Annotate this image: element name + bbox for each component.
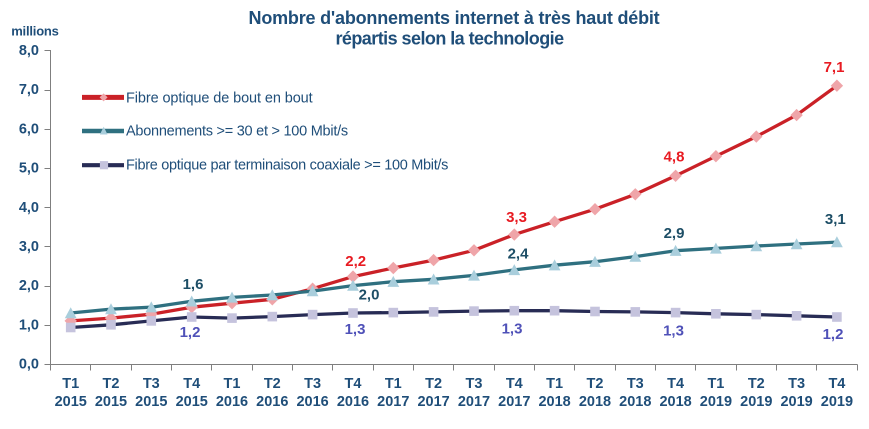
svg-text:4,8: 4,8 xyxy=(664,149,685,166)
svg-text:T4: T4 xyxy=(828,376,845,392)
svg-text:T1: T1 xyxy=(707,376,724,392)
svg-text:2018: 2018 xyxy=(659,394,691,410)
svg-text:2,4: 2,4 xyxy=(508,246,530,263)
svg-text:2019: 2019 xyxy=(821,394,853,410)
svg-text:T3: T3 xyxy=(466,376,483,392)
svg-text:T1: T1 xyxy=(224,376,241,392)
svg-text:1,2: 1,2 xyxy=(823,326,844,343)
svg-text:1,3: 1,3 xyxy=(663,323,684,340)
svg-text:T2: T2 xyxy=(103,376,120,392)
svg-text:1,0: 1,0 xyxy=(19,317,39,333)
svg-text:2,9: 2,9 xyxy=(664,225,685,242)
svg-text:2017: 2017 xyxy=(417,394,449,410)
svg-text:3,3: 3,3 xyxy=(506,209,527,226)
svg-text:T3: T3 xyxy=(627,376,644,392)
svg-text:Fibre optique de bout en bout: Fibre optique de bout en bout xyxy=(126,91,313,107)
svg-text:2016: 2016 xyxy=(216,394,248,410)
svg-text:6,0: 6,0 xyxy=(19,121,39,137)
svg-text:2017: 2017 xyxy=(377,394,409,410)
svg-text:2019: 2019 xyxy=(780,394,812,410)
svg-text:1,6: 1,6 xyxy=(183,276,204,293)
svg-text:T2: T2 xyxy=(587,376,604,392)
svg-text:2015: 2015 xyxy=(176,394,208,410)
svg-text:7,0: 7,0 xyxy=(19,82,39,98)
svg-text:7,1: 7,1 xyxy=(824,59,845,76)
svg-text:8,0: 8,0 xyxy=(19,43,39,59)
svg-text:Abonnements >= 30 et > 100 Mbi: Abonnements >= 30 et > 100 Mbit/s xyxy=(126,124,348,140)
svg-text:millions: millions xyxy=(11,23,59,38)
svg-text:4,0: 4,0 xyxy=(19,200,39,216)
svg-text:T1: T1 xyxy=(62,376,79,392)
svg-text:1,3: 1,3 xyxy=(345,321,366,338)
svg-text:T4: T4 xyxy=(506,376,523,392)
svg-text:Nombre d'abonnements internet: Nombre d'abonnements internet à très hau… xyxy=(249,8,660,28)
svg-text:2018: 2018 xyxy=(579,394,611,410)
svg-text:2,0: 2,0 xyxy=(359,287,380,304)
svg-text:2015: 2015 xyxy=(95,394,127,410)
svg-text:T3: T3 xyxy=(304,376,321,392)
svg-text:2016: 2016 xyxy=(337,394,369,410)
svg-text:T1: T1 xyxy=(385,376,402,392)
svg-text:1,2: 1,2 xyxy=(180,324,201,341)
svg-text:T2: T2 xyxy=(748,376,765,392)
svg-text:2018: 2018 xyxy=(538,394,570,410)
svg-text:2019: 2019 xyxy=(700,394,732,410)
svg-text:T4: T4 xyxy=(667,376,684,392)
svg-text:2018: 2018 xyxy=(619,394,651,410)
svg-text:2015: 2015 xyxy=(55,394,87,410)
svg-text:2015: 2015 xyxy=(135,394,167,410)
svg-text:1,3: 1,3 xyxy=(502,321,523,338)
svg-text:2016: 2016 xyxy=(256,394,288,410)
svg-text:répartis selon la technologie: répartis selon la technologie xyxy=(335,29,564,49)
svg-text:T2: T2 xyxy=(425,376,442,392)
svg-text:2016: 2016 xyxy=(296,394,328,410)
svg-text:2,0: 2,0 xyxy=(19,278,39,294)
svg-text:T3: T3 xyxy=(788,376,805,392)
svg-text:Fibre optique par terminaison: Fibre optique par terminaison coaxiale >… xyxy=(126,158,448,174)
svg-text:T4: T4 xyxy=(345,376,362,392)
svg-text:3,1: 3,1 xyxy=(825,211,846,228)
svg-text:2019: 2019 xyxy=(740,394,772,410)
svg-text:0,0: 0,0 xyxy=(19,357,39,373)
svg-text:2017: 2017 xyxy=(498,394,530,410)
svg-text:3,0: 3,0 xyxy=(19,239,39,255)
svg-text:T4: T4 xyxy=(183,376,200,392)
svg-text:T3: T3 xyxy=(143,376,160,392)
svg-text:2017: 2017 xyxy=(458,394,490,410)
svg-text:2,2: 2,2 xyxy=(345,253,366,270)
svg-text:T1: T1 xyxy=(546,376,563,392)
svg-text:T2: T2 xyxy=(264,376,281,392)
svg-text:5,0: 5,0 xyxy=(19,161,39,177)
